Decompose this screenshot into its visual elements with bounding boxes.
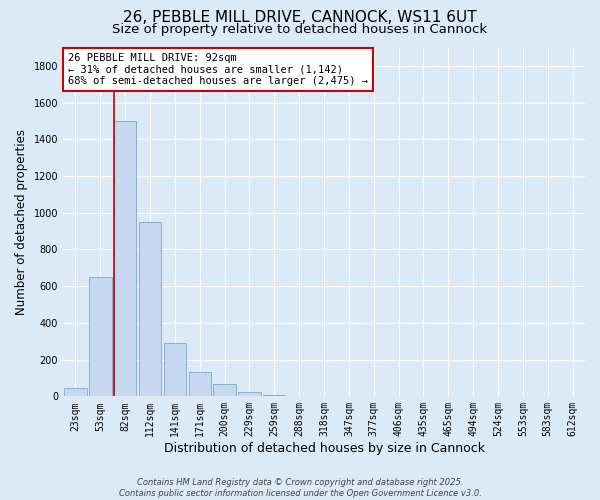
Y-axis label: Number of detached properties: Number of detached properties xyxy=(15,129,28,315)
Bar xyxy=(214,384,236,396)
Text: 26, PEBBLE MILL DRIVE, CANNOCK, WS11 6UT: 26, PEBBLE MILL DRIVE, CANNOCK, WS11 6UT xyxy=(123,10,477,25)
Bar xyxy=(164,343,186,396)
Bar xyxy=(114,121,136,396)
Bar xyxy=(188,372,211,396)
Bar xyxy=(64,388,86,396)
Text: Contains HM Land Registry data © Crown copyright and database right 2025.
Contai: Contains HM Land Registry data © Crown c… xyxy=(119,478,481,498)
Bar xyxy=(238,392,260,396)
Text: Size of property relative to detached houses in Cannock: Size of property relative to detached ho… xyxy=(112,22,488,36)
Text: 26 PEBBLE MILL DRIVE: 92sqm
← 31% of detached houses are smaller (1,142)
68% of : 26 PEBBLE MILL DRIVE: 92sqm ← 31% of det… xyxy=(68,52,368,86)
Bar xyxy=(89,277,112,396)
X-axis label: Distribution of detached houses by size in Cannock: Distribution of detached houses by size … xyxy=(164,442,485,455)
Bar xyxy=(139,222,161,396)
